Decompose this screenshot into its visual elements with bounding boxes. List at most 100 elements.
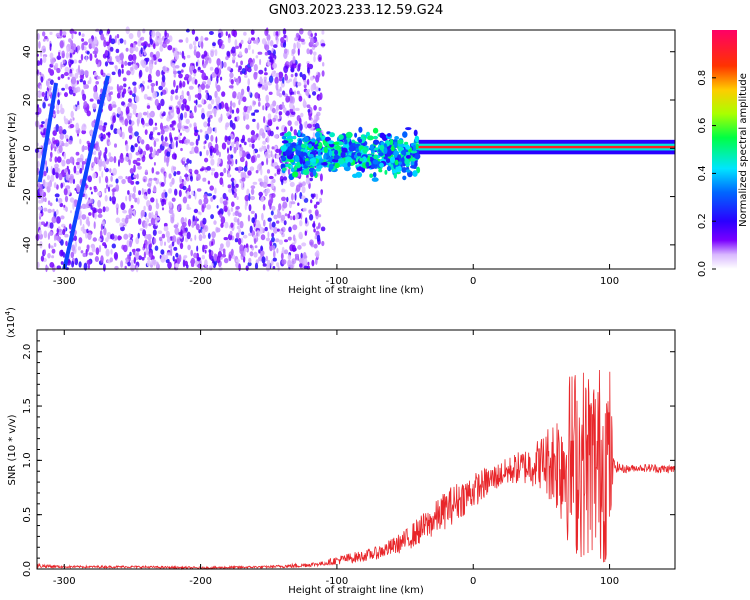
noise-dot [206, 149, 209, 156]
top-y-tick-label: 40 [22, 45, 33, 58]
noise-dot [37, 180, 41, 188]
noise-dot [180, 147, 183, 152]
noise-dot [264, 67, 267, 72]
noise-dot [75, 122, 80, 131]
noise-dot [281, 259, 287, 265]
noise-dot [40, 195, 44, 204]
noise-dot [233, 216, 238, 222]
noise-dot [320, 226, 326, 232]
noise-dot [135, 46, 139, 52]
spectrogram-frame [36, 29, 676, 270]
noise-dot [269, 221, 272, 230]
noise-dot [160, 168, 164, 173]
noise-dot [301, 195, 306, 200]
noise-dot [143, 51, 147, 56]
noise-dot [118, 73, 121, 78]
noise-dot [263, 116, 266, 124]
noise-dot [194, 234, 197, 241]
noise-dot [123, 233, 129, 240]
noise-dot [78, 237, 83, 244]
noise-dot [132, 265, 135, 269]
transition-cell [317, 145, 323, 150]
noise-dot [129, 66, 134, 72]
noise-dot [181, 221, 187, 228]
noise-dot [151, 85, 154, 94]
noise-dot [158, 236, 163, 242]
noise-dot [80, 250, 84, 254]
noise-dot [76, 185, 80, 192]
noise-dot [250, 188, 255, 196]
noise-dot [103, 227, 107, 236]
noise-dot [121, 64, 124, 69]
noise-dot [199, 259, 202, 266]
transition-cell [386, 165, 392, 172]
noise-dot [161, 43, 167, 48]
noise-dot [309, 49, 313, 55]
noise-dot [160, 134, 164, 142]
noise-dot [263, 145, 267, 152]
noise-dot [155, 69, 161, 77]
noise-dot [132, 186, 136, 193]
noise-dot [110, 124, 114, 131]
noise-dot [140, 47, 143, 55]
noise-dot [225, 122, 230, 128]
noise-dot [164, 172, 167, 179]
bottom-x-tick-label: -300 [53, 576, 76, 587]
transition-cell [383, 147, 388, 154]
transition-cell [282, 167, 287, 171]
noise-dot [264, 51, 269, 56]
noise-dot [183, 55, 186, 60]
transition-cell [318, 158, 324, 163]
noise-dot [293, 42, 296, 50]
noise-dot [95, 247, 100, 256]
noise-dot [244, 203, 247, 211]
noise-dot [280, 37, 285, 43]
noise-dot [194, 129, 199, 133]
noise-dot [105, 175, 109, 184]
noise-dot [182, 157, 186, 162]
noise-dot [161, 74, 166, 83]
noise-dot [127, 190, 130, 195]
noise-dot [227, 37, 231, 44]
noise-dot [166, 252, 172, 256]
noise-dot [300, 252, 303, 259]
noise-dot [252, 134, 258, 141]
noise-dot [260, 245, 263, 251]
noise-dot [141, 187, 144, 195]
noise-dot [290, 73, 294, 78]
noise-dot [83, 41, 88, 46]
noise-dot [163, 199, 167, 205]
noise-dot [85, 218, 90, 225]
bottom-y-tick-label: 2.0 [22, 344, 33, 360]
noise-dot [153, 177, 158, 181]
noise-dot [213, 109, 217, 118]
noise-dot [153, 162, 156, 166]
noise-dot [60, 182, 63, 189]
noise-dot [93, 185, 97, 190]
noise-dot [49, 262, 55, 268]
noise-dot [56, 156, 62, 163]
noise-dot [239, 220, 244, 229]
noise-dot [154, 61, 157, 65]
noise-dot [216, 103, 219, 111]
noise-dot [182, 259, 186, 268]
noise-dot [119, 38, 124, 44]
noise-dot [63, 204, 66, 208]
noise-dot [118, 85, 124, 90]
noise-dot [295, 184, 301, 192]
noise-dot [106, 184, 109, 189]
noise-dot [55, 209, 59, 215]
noise-dot [128, 233, 132, 238]
noise-dot [235, 140, 239, 149]
noise-dot [238, 99, 241, 106]
noise-dot [253, 64, 258, 72]
noise-dot [282, 28, 287, 35]
colorbar-tick-label: 0.0 [697, 261, 708, 277]
noise-dot [171, 241, 175, 247]
noise-dot [132, 193, 136, 199]
noise-dot [152, 229, 157, 236]
snr-series-line [36, 369, 676, 571]
transition-cell [281, 140, 289, 144]
noise-dot [311, 259, 315, 267]
noise-dot [310, 199, 313, 204]
